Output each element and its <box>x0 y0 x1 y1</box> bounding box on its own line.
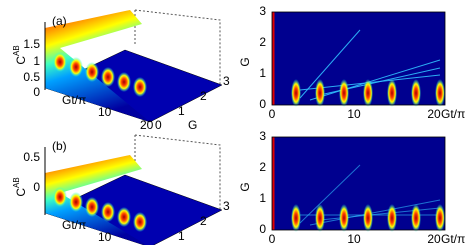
panel-label: (b) <box>52 139 67 153</box>
heatmap-peak <box>315 204 325 232</box>
z-label-sup: AB <box>12 177 21 188</box>
x-axis-label: Gt/π <box>62 218 86 232</box>
x-tick-label: 20 <box>140 118 154 132</box>
surface-peak <box>85 62 99 82</box>
g-tick-label: 3 <box>223 199 230 213</box>
surface-peak <box>117 72 131 92</box>
z-tick-label: 0 <box>33 180 40 194</box>
surface-peak <box>101 67 115 87</box>
heatmap-peak <box>387 79 397 107</box>
heatmap-streak <box>299 29 361 99</box>
heatmap-peak <box>435 204 445 232</box>
heatmap-frame <box>271 136 446 231</box>
g-axis-label: G <box>188 243 197 245</box>
box-edge <box>134 9 221 85</box>
heatmap-streak <box>309 59 441 101</box>
x-axis-label: Gt/π <box>441 107 465 121</box>
surface-peak <box>133 77 147 97</box>
x-tick-label: 10 <box>98 230 112 244</box>
g-tick-label: 0 <box>155 118 162 132</box>
heatmap-peak <box>291 204 301 232</box>
y-axis-label: G <box>238 182 252 191</box>
g-tick-label: 3 <box>223 74 230 88</box>
z-axis-label: CAB <box>12 177 28 196</box>
y-tick-label: 3 <box>259 129 266 143</box>
x-tick-label: 20 <box>427 232 441 245</box>
box-edge <box>134 134 221 210</box>
g-axis-label: G <box>188 118 197 132</box>
surface-peak <box>69 192 83 212</box>
heatmap-peak <box>291 79 301 107</box>
panel-label: (a) <box>52 14 67 28</box>
g-tick-label: 2 <box>200 89 207 103</box>
x-tick-label: 20 <box>140 243 154 245</box>
heatmap-peak <box>411 79 421 107</box>
heatmap-streak <box>299 164 361 224</box>
x-tick-label: 0 <box>269 232 276 245</box>
surface-peak <box>53 52 67 72</box>
x-tick-label: 20 <box>427 107 441 121</box>
surface-peak <box>133 212 147 232</box>
z-label-base: C <box>14 56 28 65</box>
floor <box>44 174 223 245</box>
z-tick-label: 0 <box>33 85 40 99</box>
heatmap-streak <box>309 199 441 226</box>
x-tick-label: 0 <box>269 107 276 121</box>
x-axis-label: Gt/π <box>441 232 465 245</box>
z-tick-label: 1 <box>33 54 40 68</box>
heatmap-peak <box>435 79 445 107</box>
surface-peak <box>101 202 115 222</box>
x-axis-label: Gt/π <box>62 93 86 107</box>
surface-peak <box>117 207 131 227</box>
y-tick-label: 0 <box>259 222 266 236</box>
y-tick-label: 2 <box>259 160 266 174</box>
x-tick-label: 10 <box>347 232 361 245</box>
g-tick-label: 0 <box>155 243 162 245</box>
heatmap-peak <box>339 204 349 232</box>
y-tick-label: 1 <box>259 191 266 205</box>
surface-peak <box>53 187 67 207</box>
surface <box>45 10 150 122</box>
y-tick-label: 0 <box>259 97 266 111</box>
y-axis-label: G <box>238 57 252 66</box>
heatmap-peak <box>315 79 325 107</box>
x-tick-label: 10 <box>347 107 361 121</box>
y-tick-label: 2 <box>259 35 266 49</box>
heatmap-peak <box>363 204 373 232</box>
surface-peak <box>69 57 83 77</box>
g-tick-label: 2 <box>200 214 207 228</box>
z-tick-label: 0.5 <box>23 150 40 164</box>
z-label-sup: AB <box>12 45 21 56</box>
heatmap-peak <box>411 204 421 232</box>
z-axis-label: CAB <box>12 45 28 64</box>
heatmap-frame <box>271 11 446 106</box>
z-tick-label: 1.5 <box>23 37 40 51</box>
y-tick-label: 3 <box>259 4 266 18</box>
heatmap-peak <box>339 79 349 107</box>
surface <box>45 155 147 245</box>
heatmap-peak <box>363 79 373 107</box>
surface-peak <box>85 197 99 217</box>
z-tick-label: 0.5 <box>23 70 40 84</box>
y-tick-label: 1 <box>259 66 266 80</box>
x-tick-label: 10 <box>98 105 112 119</box>
heatmap-peak <box>387 204 397 232</box>
g-tick-label: 1 <box>178 104 185 118</box>
z-label-base: C <box>14 188 28 197</box>
g-tick-label: 1 <box>178 229 185 243</box>
